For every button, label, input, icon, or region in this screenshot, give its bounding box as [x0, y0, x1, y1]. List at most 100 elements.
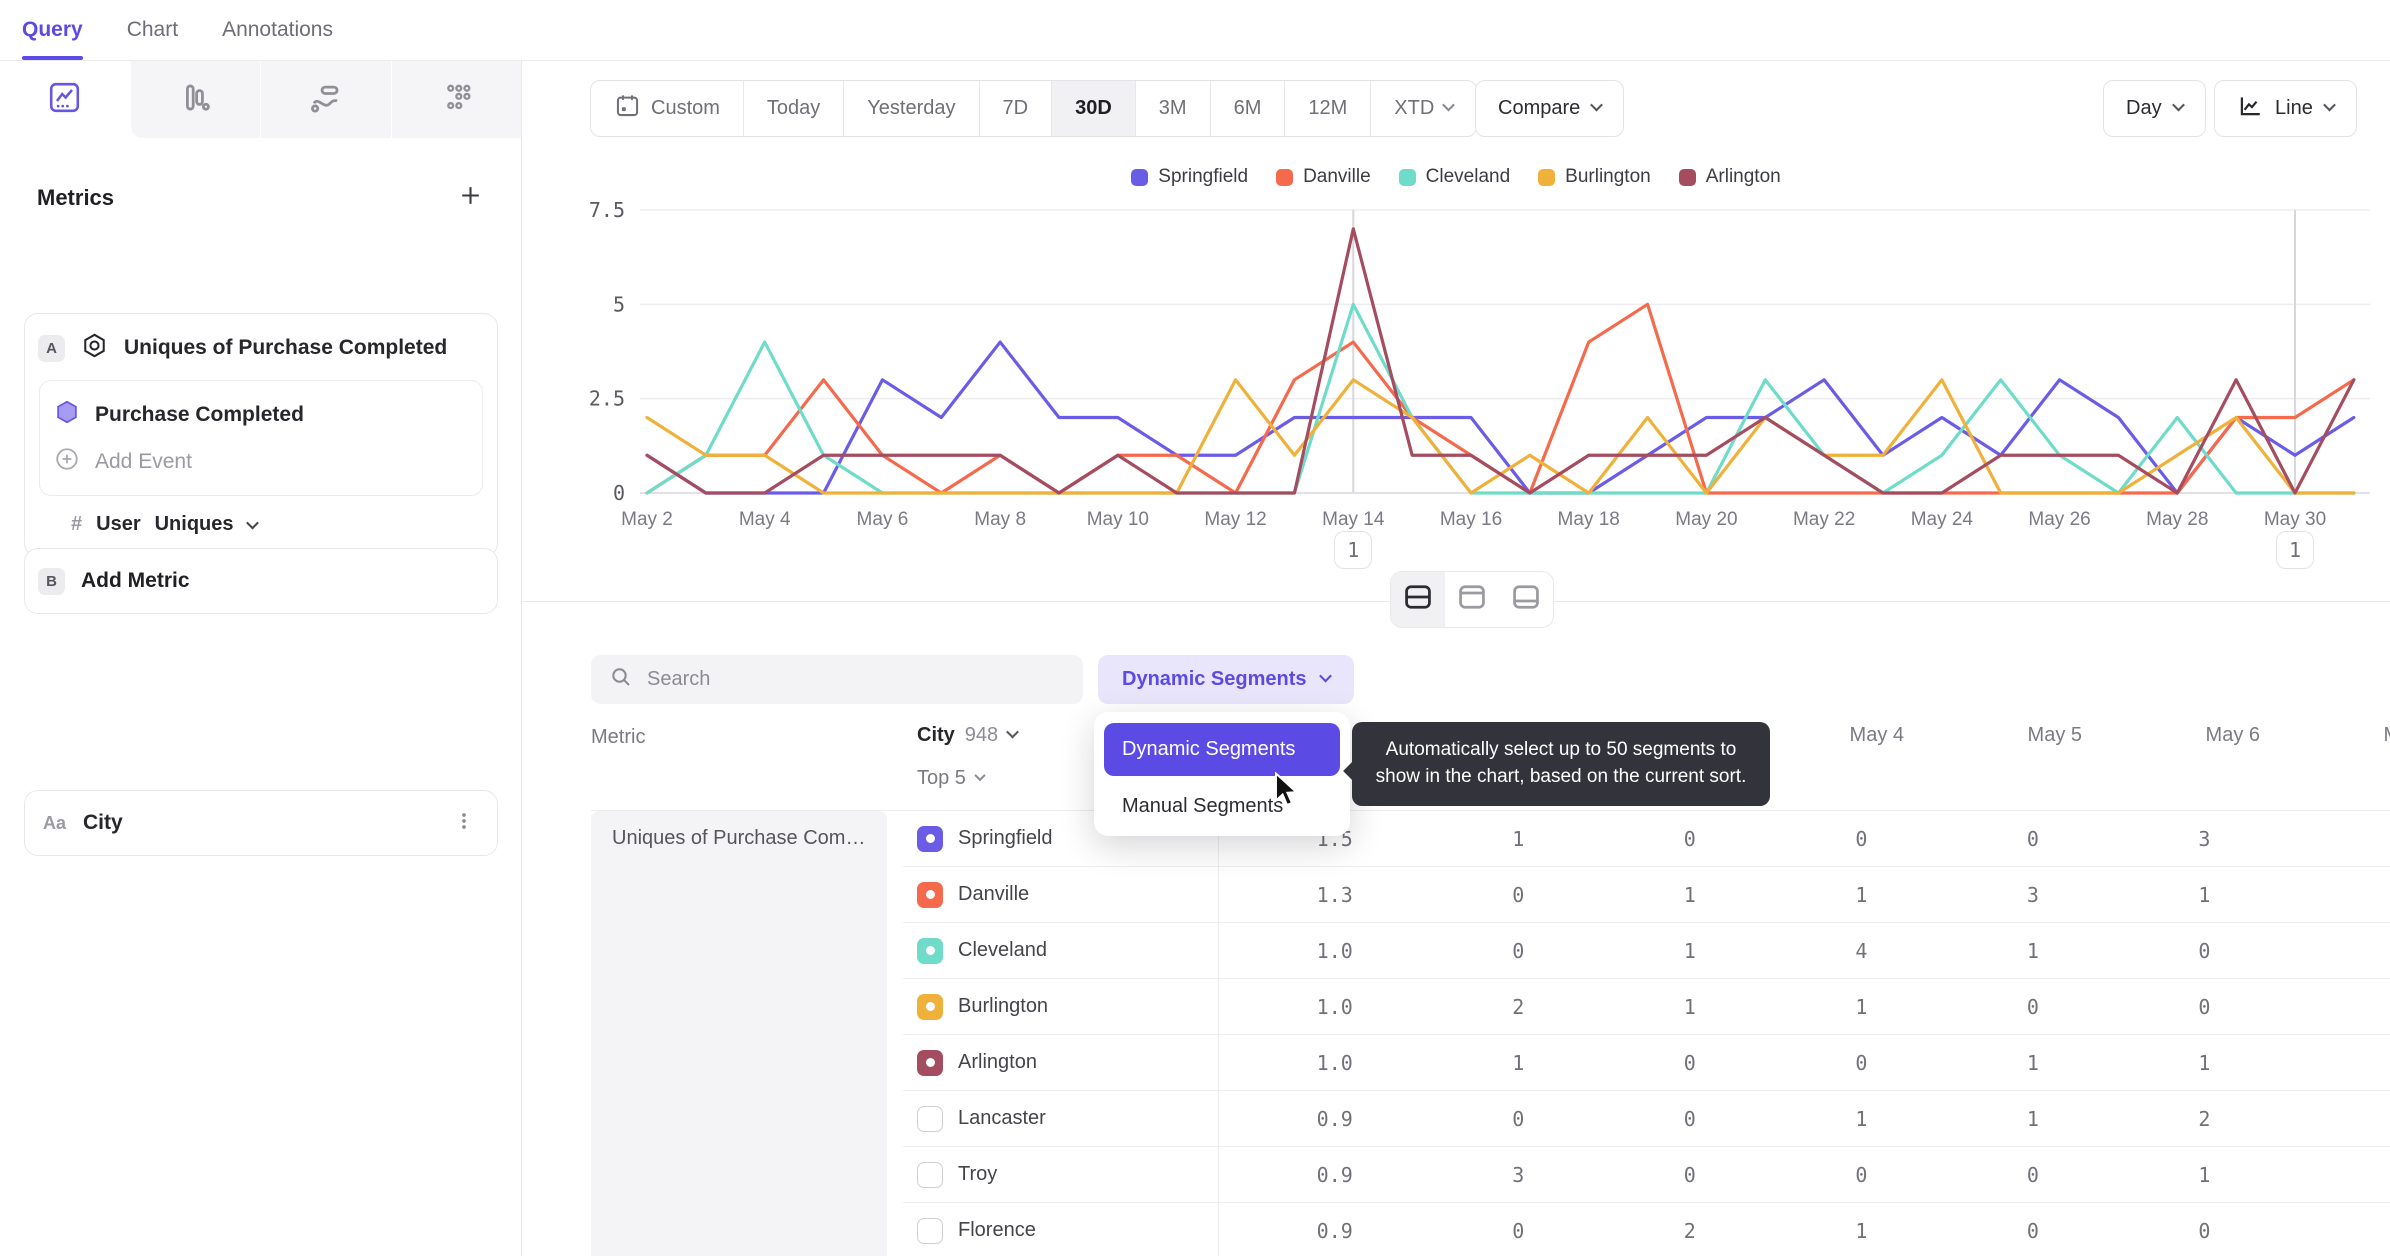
scatter-icon — [438, 79, 475, 121]
metric-card-b[interactable]: B Add Metric — [24, 548, 498, 614]
calendar-icon — [614, 92, 641, 125]
value-cell: 1 — [1855, 1218, 1868, 1243]
metric-column-header: Metric — [591, 726, 646, 748]
legend-swatch — [1678, 168, 1696, 186]
top-n-selector[interactable]: Top 5 — [917, 767, 986, 790]
svg-text:May 28: May 28 — [2146, 509, 2208, 530]
divider — [1218, 811, 1219, 1256]
breakdown-item-city[interactable]: Aa City — [24, 790, 498, 856]
legend-swatch — [1276, 168, 1294, 186]
tab-annotations[interactable]: Annotations — [222, 18, 333, 41]
chart-style-button[interactable]: Line — [2214, 80, 2357, 137]
segment-checkbox[interactable] — [917, 1161, 943, 1188]
chevron-down-icon — [245, 516, 259, 530]
view-toggle-layout-top[interactable] — [1445, 572, 1499, 627]
add-event-row[interactable]: Add Event — [40, 442, 482, 489]
bar-chart-icon — [177, 79, 214, 121]
segments-dropdown-button[interactable]: Dynamic Segments — [1098, 655, 1354, 704]
legend-item-cleveland[interactable]: Cleveland — [1398, 166, 1510, 188]
chevron-down-icon — [1318, 669, 1332, 683]
segment-checkbox-checked[interactable] — [917, 993, 943, 1020]
legend-label: Arlington — [1705, 166, 1781, 187]
segment-checkbox-checked[interactable] — [917, 881, 943, 908]
breakdown-label: City — [83, 811, 123, 834]
svg-text:5: 5 — [613, 292, 625, 316]
range-custom[interactable]: Custom — [591, 81, 743, 136]
menu-item-dynamic-segments[interactable]: Dynamic Segments — [1104, 723, 1340, 776]
view-toggle-layout-bottom[interactable] — [1499, 572, 1553, 627]
svg-text:7.5: 7.5 — [589, 198, 625, 222]
chevron-down-icon — [2171, 98, 2185, 112]
table-row-springfield: Springfield 1.5 1 0 0 0 3 — [903, 811, 2390, 867]
date-range-group: Custom Today Yesterday 7D 30D 3M 6M 12M XTD — [590, 80, 1478, 137]
segment-cell: Cleveland — [903, 937, 1207, 964]
value-cell: 1 — [1683, 882, 1696, 907]
value-cell: 0 — [2026, 1218, 2039, 1243]
chart-type-tab-flow[interactable] — [260, 61, 391, 138]
range-label: 30D — [1075, 97, 1112, 119]
flow-icon — [307, 79, 344, 121]
range-today[interactable]: Today — [742, 81, 843, 136]
range-12m[interactable]: 12M — [1284, 81, 1370, 136]
value-cell: 4 — [1855, 938, 1868, 963]
interval-label: Day — [2126, 97, 2162, 119]
value-cell: 3 — [2198, 826, 2211, 851]
segment-cell: Springfield — [903, 825, 1207, 852]
range-3m[interactable]: 3M — [1134, 81, 1210, 136]
metric-a-badge: A — [38, 334, 65, 362]
segment-checkbox[interactable] — [917, 1217, 943, 1244]
legend-item-springfield[interactable]: Springfield — [1131, 166, 1248, 188]
segment-checkbox-checked[interactable] — [917, 937, 943, 964]
line-chart-icon — [46, 79, 83, 121]
value-cell: 0 — [1855, 1162, 1868, 1187]
range-xtd[interactable]: XTD — [1370, 81, 1476, 136]
table-row-burlington: Burlington 1.0 2 1 1 0 0 — [903, 979, 2390, 1035]
metric-card-a: A Uniques of Purchase Completed Purchase… — [24, 313, 498, 557]
measure-row[interactable]: # User Uniques — [25, 496, 497, 556]
interval-button[interactable]: Day — [2103, 80, 2206, 137]
annotation-badge[interactable]: 1 — [1334, 531, 1373, 569]
segment-checkbox-checked[interactable] — [917, 1049, 943, 1076]
view-toggle-layout-split[interactable] — [1391, 572, 1445, 627]
avg-cell: 0.9 — [1316, 1218, 1353, 1243]
segment-checkbox[interactable] — [917, 1105, 943, 1132]
tab-query[interactable]: Query — [22, 0, 83, 60]
layout-bottom-icon — [1510, 581, 1542, 618]
svg-text:May 8: May 8 — [974, 509, 1026, 530]
compare-button[interactable]: Compare — [1475, 80, 1625, 137]
group-column-header[interactable]: City 948 — [917, 724, 1020, 747]
avg-cell: 1.0 — [1316, 994, 1353, 1019]
legend-item-danville[interactable]: Danville — [1276, 166, 1371, 188]
legend-item-arlington[interactable]: Arlington — [1678, 166, 1781, 188]
svg-text:2.5: 2.5 — [589, 387, 625, 411]
value-cell: 1 — [2198, 1162, 2211, 1187]
segment-name: Springfield — [958, 827, 1053, 849]
search-box — [591, 655, 1083, 704]
measure-type: Uniques — [154, 513, 234, 535]
value-cell: 2 — [1683, 1218, 1696, 1243]
chart-type-tab-line-chart[interactable] — [0, 61, 130, 138]
checkbox-dot — [925, 1058, 935, 1067]
kebab-menu-icon[interactable] — [453, 810, 475, 837]
range-30d[interactable]: 30D — [1051, 81, 1135, 136]
event-row[interactable]: Purchase Completed — [40, 387, 482, 442]
range-6m[interactable]: 6M — [1209, 81, 1285, 136]
add-metric-plus-icon[interactable] — [458, 183, 483, 213]
menu-item-manual-segments[interactable]: Manual Segments — [1122, 795, 1284, 817]
search-icon — [609, 665, 633, 694]
svg-text:May 12: May 12 — [1204, 509, 1266, 530]
range-7d[interactable]: 7D — [978, 81, 1052, 136]
annotation-badge[interactable]: 1 — [2275, 531, 2314, 569]
chart-type-tab-scatter[interactable] — [390, 61, 521, 138]
layout-top-icon — [1456, 581, 1488, 618]
search-input[interactable] — [647, 668, 1065, 691]
value-cell: 3 — [2026, 882, 2039, 907]
tab-chart[interactable]: Chart — [126, 18, 179, 41]
legend-item-burlington[interactable]: Burlington — [1538, 166, 1651, 188]
segment-checkbox-checked[interactable] — [917, 825, 943, 852]
line-chart: 0 2.5 5 7.5 May 2 May 4 May 6 May 8 May 10 May 12… — [589, 198, 2370, 530]
chart-legend: Springfield Danville Cleveland Burlington Ar… — [522, 166, 2390, 188]
range-yesterday[interactable]: Yesterday — [843, 81, 978, 136]
chart-type-tab-bar-chart[interactable] — [129, 61, 260, 138]
metric-a-header[interactable]: A Uniques of Purchase Completed — [25, 314, 497, 364]
